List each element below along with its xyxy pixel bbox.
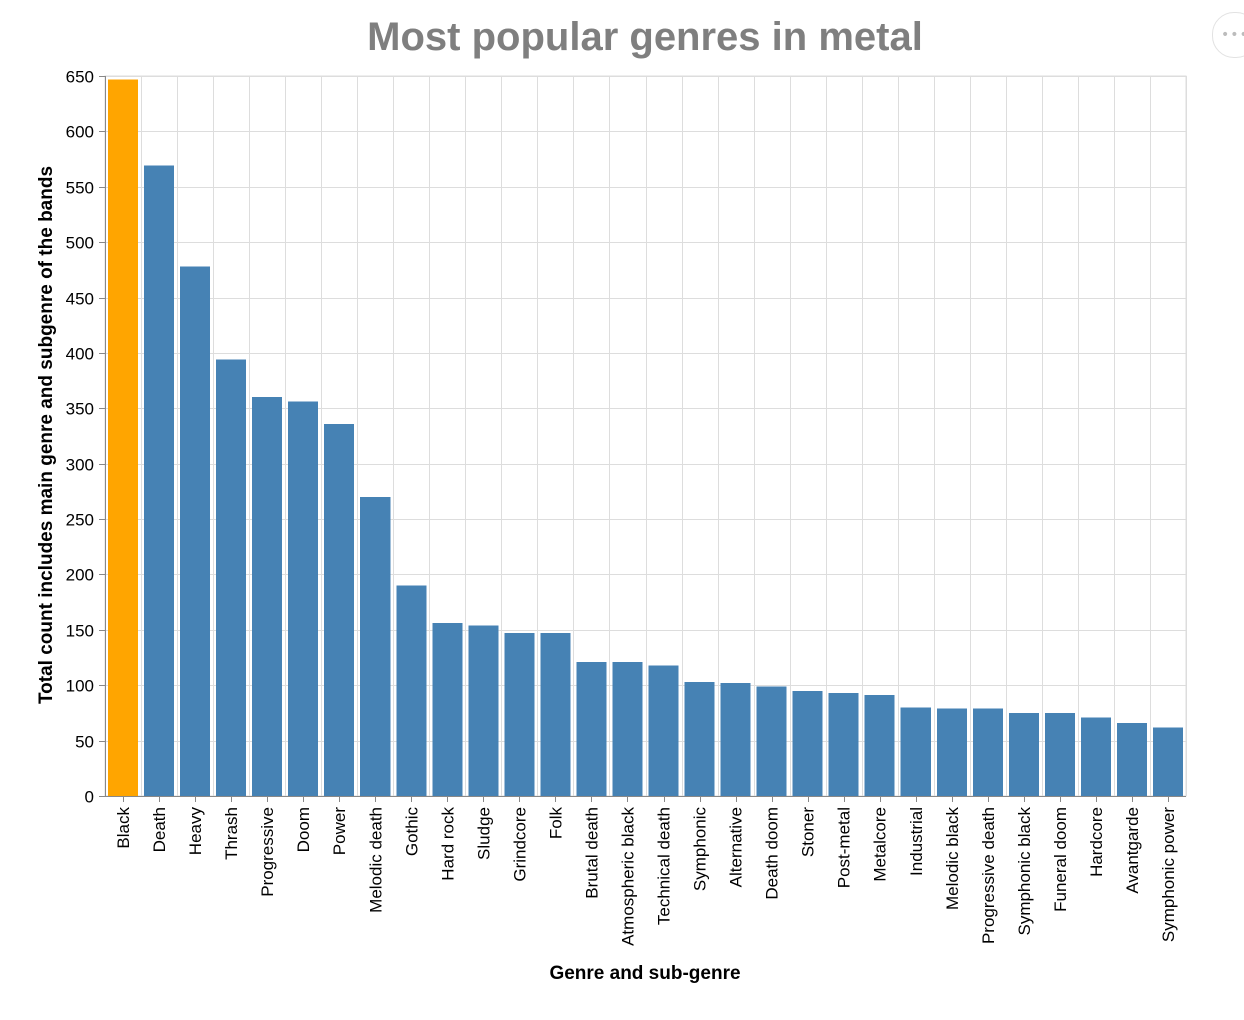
bar-symphonic-black[interactable] [1008, 712, 1039, 796]
bars [108, 79, 1183, 797]
bar-gothic[interactable] [396, 585, 427, 796]
bar-melodic-death[interactable] [360, 496, 391, 796]
bar-death[interactable] [144, 165, 175, 797]
x-tick-label-post-metal: Post-metal [835, 807, 854, 888]
chart-actions-menu-button[interactable]: ••• [1212, 12, 1244, 58]
y-tick-label-50: 50 [75, 733, 94, 752]
x-tick-label-heavy: Heavy [186, 807, 205, 856]
y-tick-label-400: 400 [66, 345, 94, 364]
bar-symphonic-power[interactable] [1152, 727, 1183, 796]
y-tick-label-300: 300 [66, 456, 94, 475]
y-tick-label-650: 650 [66, 68, 94, 87]
x-tick-label-melodic-black: Melodic black [943, 807, 962, 910]
bar-stoner[interactable] [792, 690, 823, 796]
bar-brutal-death[interactable] [576, 661, 607, 796]
bar-post-metal[interactable] [828, 692, 859, 796]
x-tick-label-death-doom: Death doom [763, 807, 782, 900]
bar-hard-rock[interactable] [432, 623, 463, 796]
y-tick-label-600: 600 [66, 123, 94, 142]
y-axis: 0 50 100 150 200 250 300 350 400 450 500 550 600 650 [66, 68, 106, 807]
x-tick-label-sludge: Sludge [474, 807, 493, 860]
y-tick-label-150: 150 [66, 622, 94, 641]
x-tick-label-technical-death: Technical death [655, 807, 674, 925]
x-tick-label-funeral-doom: Funeral doom [1051, 807, 1070, 912]
y-tick-label-0: 0 [85, 788, 94, 807]
bar-progressive[interactable] [252, 397, 283, 796]
x-tick-label-power: Power [330, 807, 349, 856]
x-tick-label-alternative: Alternative [727, 807, 746, 887]
bar-black[interactable] [108, 79, 139, 796]
x-tick-label-progressive-death: Progressive death [979, 807, 998, 944]
bar-industrial[interactable] [900, 707, 931, 796]
bar-heavy[interactable] [180, 266, 211, 796]
x-tick-label-atmospheric-black: Atmospheric black [618, 807, 637, 946]
x-tick-label-melodic-death: Melodic death [366, 807, 385, 913]
bar-folk[interactable] [540, 633, 571, 796]
y-tick-label-350: 350 [66, 400, 94, 419]
y-tick-label-250: 250 [66, 511, 94, 530]
y-tick-label-550: 550 [66, 179, 94, 198]
bar-hardcore[interactable] [1080, 717, 1111, 796]
ellipsis-icon: ••• [1221, 27, 1244, 43]
bar-atmospheric-black[interactable] [612, 661, 643, 796]
bar-grindcore[interactable] [504, 633, 535, 796]
bar-metalcore[interactable] [864, 695, 895, 796]
bar-symphonic[interactable] [684, 681, 715, 796]
bar-sludge[interactable] [468, 625, 499, 796]
x-tick-label-stoner: Stoner [799, 807, 818, 857]
bar-funeral-doom[interactable] [1044, 712, 1075, 796]
x-tick-label-thrash: Thrash [222, 807, 241, 860]
bar-power[interactable] [324, 423, 355, 796]
x-tick-label-symphonic-black: Symphonic black [1015, 807, 1034, 936]
bar-avantgarde[interactable] [1116, 722, 1147, 796]
x-tick-label-doom: Doom [294, 807, 313, 852]
x-tick-label-symphonic: Symphonic [691, 807, 710, 892]
x-tick-label-industrial: Industrial [907, 807, 926, 876]
x-tick-label-hard-rock: Hard rock [438, 807, 457, 881]
x-tick-label-folk: Folk [546, 807, 565, 840]
x-axis-title: Genre and sub-genre [549, 963, 740, 984]
x-axis: Black Death Heavy Thrash Progressive Doom Powe… [105, 796, 1186, 946]
x-tick-label-black: Black [114, 807, 133, 849]
bar-technical-death[interactable] [648, 665, 679, 796]
bar-death-doom[interactable] [756, 686, 787, 796]
x-tick-label-death: Death [150, 807, 169, 852]
y-tick-label-500: 500 [66, 234, 94, 253]
x-tick-label-gothic: Gothic [402, 807, 421, 857]
bar-thrash[interactable] [216, 359, 247, 796]
x-tick-label-grindcore: Grindcore [510, 807, 529, 882]
bar-melodic-black[interactable] [936, 708, 967, 796]
x-tick-label-brutal-death: Brutal death [582, 807, 601, 899]
bar-progressive-death[interactable] [972, 708, 1003, 796]
x-tick-label-metalcore: Metalcore [871, 807, 890, 882]
bar-doom[interactable] [288, 401, 319, 796]
x-tick-label-progressive: Progressive [258, 807, 277, 897]
x-tick-label-hardcore: Hardcore [1087, 807, 1106, 877]
y-tick-label-200: 200 [66, 566, 94, 585]
x-tick-label-symphonic-power: Symphonic power [1159, 807, 1178, 942]
y-tick-label-100: 100 [66, 677, 94, 696]
y-axis-title: Total count includes main genre and subg… [36, 166, 57, 704]
chart-title: Most popular genres in metal [367, 15, 923, 59]
bar-alternative[interactable] [720, 683, 751, 796]
y-tick-label-450: 450 [66, 290, 94, 309]
x-tick-label-avantgarde: Avantgarde [1123, 807, 1142, 894]
